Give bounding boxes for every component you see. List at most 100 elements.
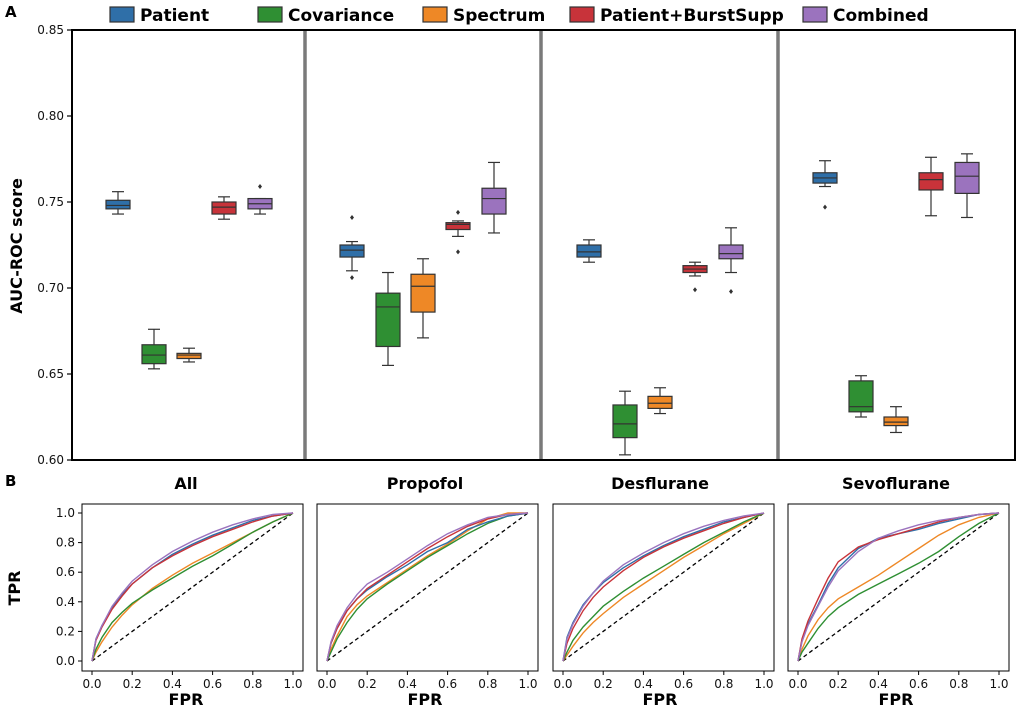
box-sevoflurane-patient-flier bbox=[823, 204, 827, 210]
roc-curve-desflurane-spectrum bbox=[562, 512, 765, 662]
roc-x-axis-title: FPR bbox=[169, 690, 204, 709]
roc-y-axis-title: TPR bbox=[5, 571, 24, 606]
box-group-desflurane bbox=[576, 227, 744, 456]
roc-curve-desflurane-patient bbox=[562, 512, 765, 662]
legend-label-combined: Combined bbox=[833, 6, 929, 26]
roc-x-tick-label: 0.6 bbox=[909, 677, 928, 691]
roc-frame bbox=[552, 503, 775, 672]
roc-x-tick-label: 0.4 bbox=[398, 677, 417, 691]
box-group-sevoflurane bbox=[812, 153, 980, 434]
roc-x-tick-label: 0.0 bbox=[788, 677, 807, 691]
roc-y-tick-label: 0.0 bbox=[56, 654, 75, 668]
roc-x-tick-label: 0.4 bbox=[163, 677, 182, 691]
boxplot-panel: AUC-ROC score 0.60 0.65 0.70 0.75 0.80 0.85 bbox=[7, 23, 1016, 467]
roc-frame bbox=[787, 503, 1010, 672]
roc-curve-propofol-patient-burstsupp bbox=[326, 512, 529, 662]
roc-x-tick-label: 0.6 bbox=[674, 677, 693, 691]
roc-chance-diagonal bbox=[326, 512, 529, 662]
box-desflurane-combined bbox=[718, 244, 744, 260]
box-propofol-patient-burstsupp-flier bbox=[456, 249, 460, 255]
box-all-spectrum bbox=[176, 352, 202, 360]
roc-panel-all: All 0.0 0.2 0.4 0.6 0.8 1.0 0.0 0.2 0.4 0.6 0.8 1.0 F… bbox=[56, 474, 304, 709]
roc-chance-diagonal bbox=[562, 512, 765, 662]
roc-y-tick-label: 0.4 bbox=[56, 595, 75, 609]
legend-label-spectrum: Spectrum bbox=[453, 6, 545, 26]
roc-panel-sevoflurane: Sevoflurane 0.0 0.2 0.4 0.6 0.8 1.0 FPR bbox=[787, 474, 1010, 709]
legend-label-patient: Patient bbox=[140, 6, 209, 26]
roc-x-tick-label: 0.2 bbox=[358, 677, 377, 691]
roc-curve-desflurane-covariance bbox=[562, 512, 765, 662]
roc-curve-propofol-spectrum bbox=[326, 512, 528, 662]
roc-x-tick-label: 1.0 bbox=[518, 677, 537, 691]
roc-curve-sevoflurane-covariance bbox=[797, 512, 1000, 662]
boxplot-frame bbox=[71, 29, 1016, 461]
group-title-propofol: Propofol bbox=[387, 474, 464, 493]
box-all-combined-flier bbox=[258, 184, 262, 190]
boxplot-y-tick-label: 0.85 bbox=[37, 23, 64, 37]
roc-x-tick-label: 0.0 bbox=[553, 677, 572, 691]
roc-curve-propofol-covariance bbox=[326, 512, 529, 662]
box-sevoflurane-spectrum bbox=[883, 416, 909, 427]
panel-label-a: A bbox=[5, 3, 17, 21]
roc-frame bbox=[316, 503, 539, 672]
roc-curve-all-covariance bbox=[91, 512, 294, 662]
roc-curve-all-combined bbox=[91, 512, 294, 662]
roc-x-tick-label: 1.0 bbox=[989, 677, 1008, 691]
box-desflurane-patient bbox=[576, 244, 602, 258]
roc-curve-propofol-combined bbox=[326, 512, 529, 662]
box-sevoflurane-patient-burstsupp bbox=[918, 172, 944, 191]
roc-y-tick-label: 0.2 bbox=[56, 624, 75, 638]
roc-x-tick-label: 0.6 bbox=[203, 677, 222, 691]
roc-x-tick-label: 0.8 bbox=[714, 677, 733, 691]
legend-swatch-patient bbox=[109, 6, 135, 23]
roc-x-tick-label: 0.6 bbox=[438, 677, 457, 691]
legend-swatch-spectrum bbox=[422, 6, 448, 23]
roc-x-tick-label: 0.4 bbox=[869, 677, 888, 691]
roc-chance-diagonal bbox=[91, 512, 294, 662]
box-all-covariance bbox=[141, 344, 167, 365]
roc-y-tick-label: 0.6 bbox=[56, 565, 75, 579]
roc-x-tick-label: 1.0 bbox=[754, 677, 773, 691]
roc-y-tick-label: 1.0 bbox=[56, 506, 75, 520]
legend-swatch-patient-burstsupp bbox=[569, 6, 595, 23]
box-propofol-patient-burstsupp-flier bbox=[456, 209, 460, 215]
roc-x-tick-label: 0.8 bbox=[949, 677, 968, 691]
roc-curve-desflurane-combined bbox=[562, 512, 765, 662]
roc-x-axis-title: FPR bbox=[643, 690, 678, 709]
boxplot-y-tick-label: 0.75 bbox=[37, 195, 64, 209]
boxplot-y-tick-label: 0.65 bbox=[37, 367, 64, 381]
group-title-all: All bbox=[174, 474, 197, 493]
legend-label-patient-burstsupp: Patient+BurstSupp bbox=[600, 6, 784, 26]
roc-curve-sevoflurane-spectrum bbox=[797, 512, 1000, 662]
roc-x-tick-label: 0.2 bbox=[829, 677, 848, 691]
box-all-patient-burstsupp bbox=[211, 201, 237, 215]
box-propofol-patient-flier bbox=[350, 275, 354, 281]
roc-x-tick-label: 0.2 bbox=[123, 677, 142, 691]
group-title-sevoflurane: Sevoflurane bbox=[842, 474, 950, 493]
legend: Patient Covariance Spectrum Patient+BurstSu… bbox=[109, 6, 929, 26]
boxplot-y-axis-title: AUC-ROC score bbox=[7, 178, 26, 314]
group-title-desflurane: Desflurane bbox=[611, 474, 709, 493]
roc-x-tick-label: 0.8 bbox=[243, 677, 262, 691]
legend-swatch-combined bbox=[802, 6, 828, 23]
box-group-propofol bbox=[339, 161, 507, 366]
boxplot-y-tick-label: 0.80 bbox=[37, 109, 64, 123]
box-sevoflurane-combined bbox=[954, 161, 980, 195]
legend-swatch-covariance bbox=[257, 6, 283, 23]
roc-y-tick-label: 0.8 bbox=[56, 536, 75, 550]
panel-label-b: B bbox=[5, 472, 16, 490]
roc-curve-sevoflurane-combined bbox=[797, 512, 1000, 662]
box-all-patient bbox=[105, 199, 131, 210]
roc-x-axis-title: FPR bbox=[408, 690, 443, 709]
box-propofol-patient bbox=[339, 244, 365, 258]
boxplot-y-tick-label: 0.70 bbox=[37, 281, 64, 295]
roc-panel-desflurane: Desflurane 0.0 0.2 0.4 0.6 0.8 1.0 FPR bbox=[552, 474, 775, 709]
roc-panels: TPR All 0.0 0.2 0.4 0.6 0.8 1.0 0.0 0.2 0.4 0.6 0.8 1… bbox=[5, 474, 1010, 709]
box-propofol-patient-burstsupp bbox=[445, 222, 471, 231]
roc-x-tick-label: 1.0 bbox=[283, 677, 302, 691]
box-propofol-covariance bbox=[375, 292, 401, 348]
boxplot-y-tick-label: 0.60 bbox=[37, 453, 64, 467]
roc-frame bbox=[81, 503, 304, 672]
box-desflurane-covariance bbox=[612, 404, 638, 439]
